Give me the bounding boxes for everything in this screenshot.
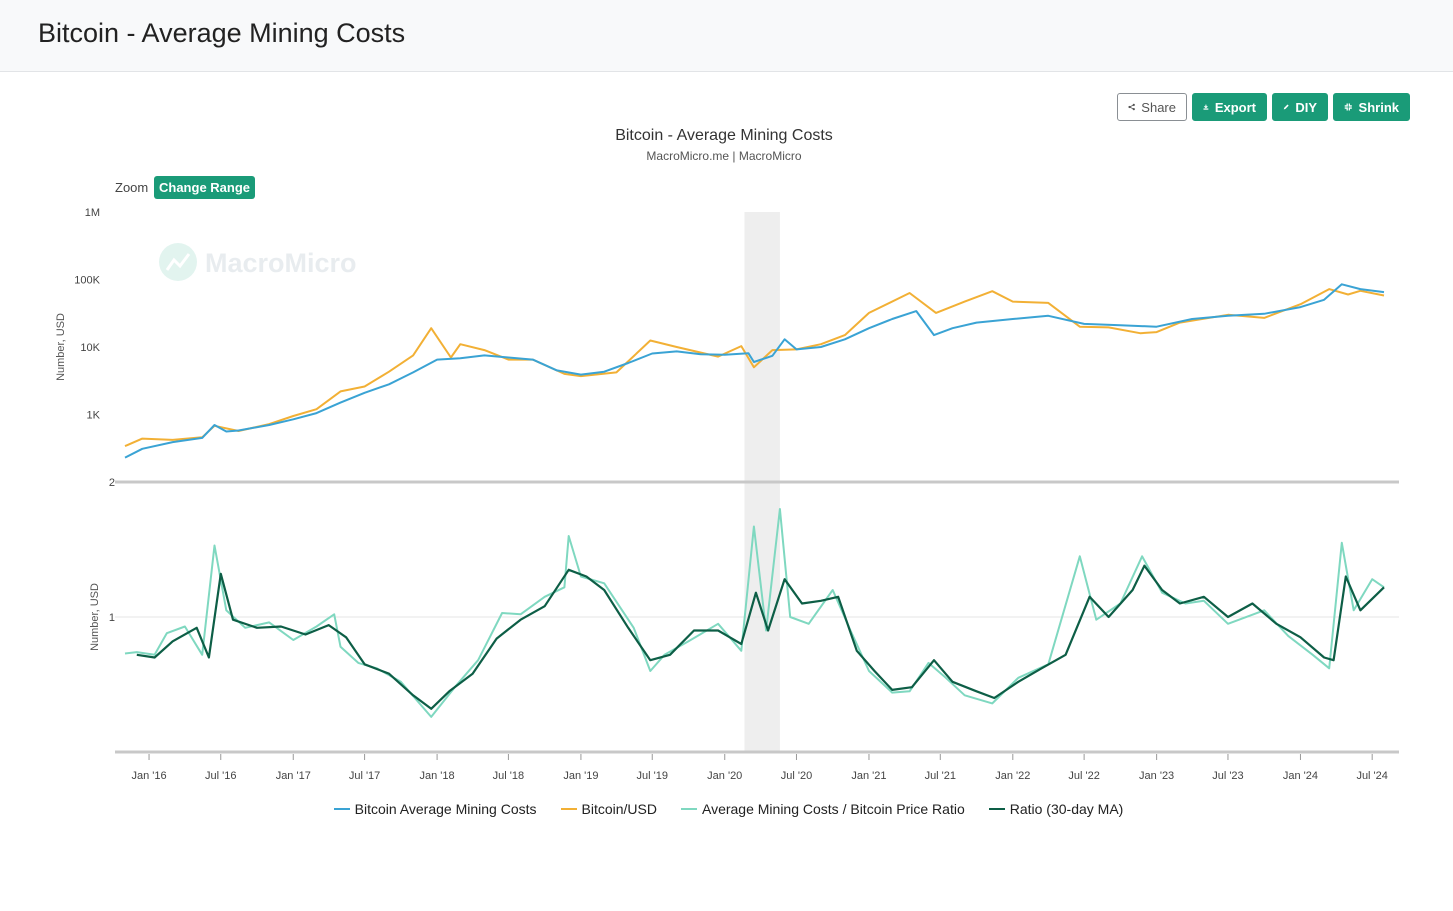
download-icon: [1203, 104, 1209, 110]
y-tick-label: 1M: [85, 207, 100, 219]
legend-item[interactable]: Bitcoin Average Mining Costs: [330, 801, 537, 817]
chart-toolbar: Share Export DIY Shrink: [1117, 93, 1410, 121]
share-button[interactable]: Share: [1117, 93, 1187, 121]
page-header: Bitcoin - Average Mining Costs: [0, 0, 1453, 72]
x-tick-label: Jan '23: [1139, 770, 1174, 782]
legend-item[interactable]: Bitcoin/USD: [557, 801, 657, 817]
x-tick-label: Jan '22: [995, 770, 1030, 782]
change-range-button[interactable]: Change Range: [154, 176, 256, 199]
x-tick-label: Jul '19: [637, 770, 668, 782]
legend-label: Bitcoin Average Mining Costs: [354, 801, 537, 817]
compress-icon: [1344, 103, 1352, 111]
watermark: MacroMicro: [159, 243, 357, 281]
x-tick-label: Jul '24: [1356, 770, 1387, 782]
share-icon: [1128, 103, 1135, 111]
zoom-label: Zoom: [115, 180, 149, 195]
x-tick-label: Jul '21: [925, 770, 956, 782]
legend-label: Bitcoin/USD: [581, 801, 657, 817]
legend-item[interactable]: Ratio (30-day MA): [985, 801, 1124, 817]
page-title: Bitcoin - Average Mining Costs: [38, 18, 406, 48]
x-tick-label: Jan '19: [563, 770, 598, 782]
x-tick-label: Jan '16: [131, 770, 166, 782]
x-tick-label: Jan '24: [1283, 770, 1318, 782]
x-tick-label: Jul '17: [349, 770, 380, 782]
x-tick-label: Jan '17: [276, 770, 311, 782]
x-tick-label: Jul '16: [205, 770, 236, 782]
legend-swatch: [560, 808, 577, 810]
shrink-label: Shrink: [1358, 99, 1399, 115]
y-tick-label: 10K: [80, 342, 100, 354]
chart-legend: Bitcoin Average Mining Costs Bitcoin/USD A…: [0, 801, 1453, 817]
shrink-button[interactable]: Shrink: [1333, 93, 1410, 121]
y-axis-label: Number, USD: [89, 583, 101, 651]
y-tick-label: 100K: [74, 275, 100, 287]
diy-label: DIY: [1295, 99, 1317, 115]
legend-label: Ratio (30-day MA): [1009, 801, 1124, 817]
legend-swatch: [333, 808, 350, 810]
pencil-icon: [1283, 104, 1289, 110]
watermark-logo-mark: [165, 253, 191, 271]
y-tick-label: 2: [109, 477, 115, 489]
share-label: Share: [1141, 99, 1176, 115]
x-tick-label: Jan '20: [707, 770, 742, 782]
x-tick-label: Jul '23: [1212, 770, 1243, 782]
y-tick-label: 1K: [87, 410, 101, 422]
diy-button[interactable]: DIY: [1272, 93, 1328, 121]
x-tick-label: Jan '21: [851, 770, 886, 782]
watermark-text: MacroMicro: [205, 248, 357, 278]
chart-subtitle: MacroMicro.me | MacroMicro: [646, 149, 801, 163]
chart-title: Bitcoin - Average Mining Costs: [615, 127, 833, 144]
series-line: [136, 564, 1385, 710]
series-line: [124, 283, 1385, 459]
legend-item[interactable]: Average Mining Costs / Bitcoin Price Rat…: [677, 801, 965, 817]
series-line: [124, 288, 1385, 448]
x-tick-label: Jan '18: [420, 770, 455, 782]
export-label: Export: [1214, 99, 1256, 115]
legend-label: Average Mining Costs / Bitcoin Price Rat…: [701, 801, 965, 817]
y-tick-label: 1: [109, 612, 115, 624]
legend-swatch: [680, 808, 697, 810]
x-tick-label: Jul '22: [1068, 770, 1099, 782]
x-tick-label: Jul '20: [781, 770, 812, 782]
y-axis-label: Number, USD: [55, 313, 67, 381]
legend-swatch: [988, 808, 1005, 810]
x-tick-label: Jul '18: [493, 770, 524, 782]
export-button[interactable]: Export: [1192, 93, 1267, 121]
